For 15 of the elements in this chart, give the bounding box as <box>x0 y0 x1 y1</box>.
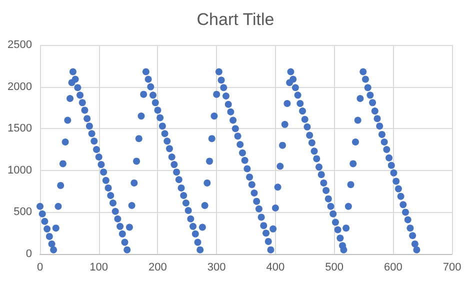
y-tick-label: 1000 <box>8 164 32 176</box>
x-tick-label: 700 <box>442 262 462 274</box>
y-tick-label: 2500 <box>8 39 32 51</box>
x-tick-label: 200 <box>148 262 167 274</box>
chart-title: Chart Title <box>196 10 274 29</box>
x-tick-label: 600 <box>384 262 402 274</box>
y-tick-label: 1500 <box>8 122 32 135</box>
y-tick-label: 2000 <box>8 80 32 93</box>
y-tick-label: 0 <box>26 248 32 260</box>
x-tick-label: 500 <box>325 262 344 274</box>
x-tick-label: 0 <box>36 262 44 274</box>
x-tick-label: 300 <box>207 262 226 274</box>
x-tick-label: 400 <box>266 262 285 274</box>
x-tick-label: 100 <box>90 262 108 274</box>
y-tick-label: 500 <box>14 206 32 218</box>
